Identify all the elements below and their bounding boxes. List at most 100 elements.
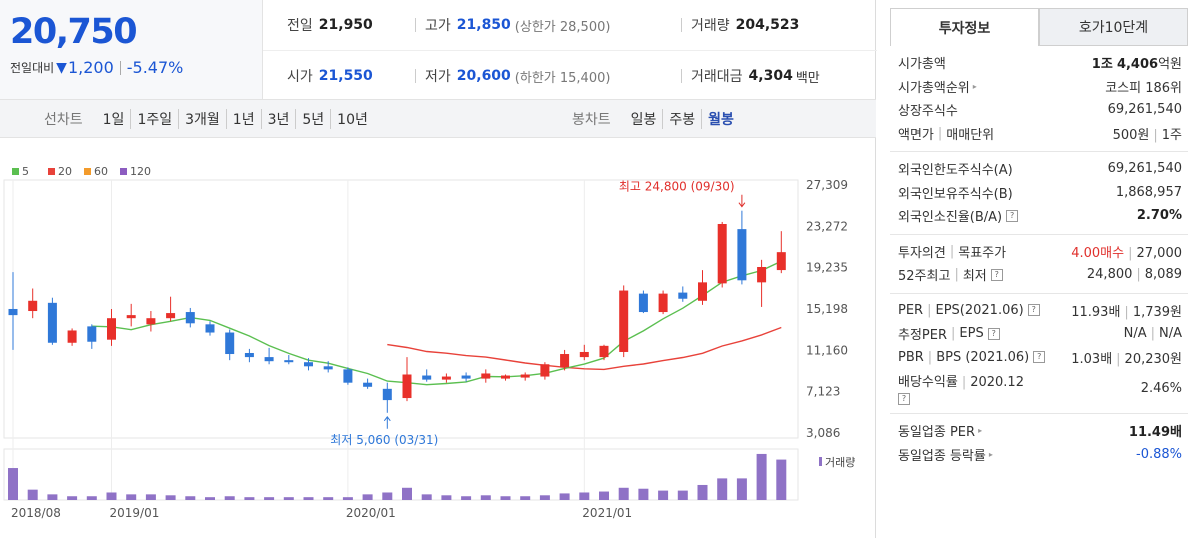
volume-bar (559, 493, 570, 500)
candle-body (441, 376, 451, 380)
legend-swatch (48, 168, 55, 175)
price-summary: 전일 21,950 고가 21,850 (상한가 28,500) 거래량 204,523… (262, 0, 877, 100)
stock-main-panel: 20,750 전일대비 ▼ 1,200 -5.47% 전일 21,950 고가 21… (0, 0, 877, 538)
candle-body (323, 366, 333, 370)
candle-body (304, 362, 313, 367)
y-tick-label: 27,309 (806, 178, 848, 192)
help-icon[interactable]: ? (1027, 304, 1040, 317)
x-tick-label: 2019/01 (110, 506, 160, 520)
down-arrow-icon (738, 194, 746, 208)
divider (681, 18, 682, 32)
y-tick-label: 15,198 (806, 302, 848, 316)
price-box: 20,750 전일대비 ▼ 1,200 -5.47% (0, 0, 262, 100)
current-price: 20,750 (10, 12, 138, 52)
ma20-line (387, 326, 782, 371)
candle-body (717, 223, 727, 284)
tab-monthly[interactable]: 월봉 (701, 109, 740, 129)
low-price: 저가 20,600 (하한가 15,400) (425, 68, 611, 86)
prev-close: 전일 21,950 (287, 17, 373, 34)
volume-bar (185, 496, 196, 500)
candle-chart-tabs: 봉차트 일봉 주봉 월봉 (572, 100, 740, 138)
tab-1w[interactable]: 1주일 (130, 109, 178, 129)
help-icon[interactable]: ? (1033, 351, 1046, 364)
volume-bar (461, 496, 472, 500)
candle-body (225, 332, 235, 355)
legend-swatch (12, 168, 19, 175)
tab-1y[interactable]: 1년 (225, 109, 261, 129)
candle-body (638, 293, 648, 313)
tab-5y[interactable]: 5년 (295, 109, 330, 129)
volume-bar (303, 497, 314, 500)
industry-section: 동일업종 PER ▸ 11.49배 동일업종 등락률 ▸ -0.88% (890, 414, 1188, 472)
volume-bar (47, 494, 58, 500)
chevron-right-icon: ▸ (972, 81, 977, 91)
candle-body (264, 357, 274, 362)
tab-3y[interactable]: 3년 (260, 109, 296, 129)
help-icon[interactable]: ? (898, 393, 910, 405)
legend-label: 5 (22, 165, 29, 178)
ma5-line (91, 260, 782, 386)
legend-label: 60 (94, 165, 108, 178)
candle-body (698, 282, 707, 301)
candle-body (520, 374, 530, 378)
x-tick-label: 2021/01 (582, 506, 632, 520)
candle-body (619, 290, 629, 352)
divider (415, 18, 416, 32)
divider (119, 60, 121, 75)
candle-body (107, 318, 116, 340)
industry-per-link[interactable]: 동일업종 PER ▸ (898, 425, 983, 441)
y-tick-label: 3,086 (806, 426, 840, 440)
volume-bar (283, 497, 294, 500)
tab-1d[interactable]: 1일 (102, 112, 125, 128)
candle-body (757, 266, 767, 283)
legend-label: 20 (58, 165, 72, 178)
candle-body (382, 388, 392, 401)
tab-orderbook[interactable]: 호가10단계 (1039, 8, 1188, 46)
volume-bar (8, 468, 18, 500)
stock-chart: 2018/08 2019/01 2020/01 2021/01 5 20 60 120 27,3… (3, 165, 855, 520)
legend-swatch (120, 168, 127, 175)
volume-bar (323, 497, 334, 500)
candle-body (481, 373, 491, 379)
market-cap-rank-link[interactable]: 시가총액순위 ▸ (898, 80, 977, 96)
candle-body (540, 364, 550, 377)
candle-body (461, 375, 471, 379)
tab-daily[interactable]: 일봉 (630, 112, 657, 128)
chart-period-tabs: 선차트 1일 1주일 3개월 1년 3년 5년 10년 봉차트 일봉 주봉 월봉 (0, 100, 876, 138)
trade-amount: 거래대금 4,304 백만 (691, 68, 820, 86)
candle-body (363, 382, 373, 387)
open-price: 시가 21,550 (287, 68, 373, 85)
volume-bar (658, 490, 669, 500)
x-tick-label: 2020/01 (346, 506, 396, 520)
candle-body (8, 308, 18, 316)
help-icon[interactable]: ? (987, 327, 1000, 340)
opinion-section: 투자의견 | 목표주가 4.00매수 | 27,000 52주최고 | 최저? 24,800 | 8… (890, 235, 1188, 294)
candle-body (28, 300, 38, 312)
candle-body (47, 302, 57, 343)
tab-invest-info[interactable]: 투자정보 (890, 8, 1039, 46)
volume-bar (402, 487, 412, 500)
help-icon[interactable]: ? (990, 268, 1003, 281)
volume-bar (106, 492, 117, 500)
tab-weekly[interactable]: 주봉 (662, 109, 701, 129)
volume-bar (441, 495, 452, 500)
plot-frame (3, 179, 799, 439)
valuation-section: PER | EPS(2021.06)? 11.93배 | 1,739원 추정PER | EPS… (890, 294, 1188, 414)
volume-label: 거래량 (825, 456, 855, 469)
volume-bar (264, 497, 275, 500)
candle-body (776, 252, 786, 271)
help-icon[interactable]: ? (1006, 209, 1019, 222)
volume-bar (165, 495, 176, 500)
candle-body (166, 313, 176, 319)
legend-label: 120 (130, 165, 151, 178)
down-triangle-icon: ▼ (56, 59, 67, 76)
candle-body (678, 292, 688, 299)
foreign-section: 외국인한도주식수(A) 69,261,540 외국인보유주식수(B) 1,868,9… (890, 152, 1188, 235)
industry-rate-link[interactable]: 동일업종 등락률 ▸ (898, 448, 993, 464)
tab-3m[interactable]: 3개월 (178, 109, 226, 129)
volume-bar (539, 495, 550, 500)
market-cap: 1조 4,406억원 (1091, 57, 1182, 73)
candle-body (67, 330, 77, 343)
tab-10y[interactable]: 10년 (330, 109, 374, 129)
investment-info-panel: 투자정보 호가10단계 시가총액 1조 4,406억원 시가총액순위 ▸ 코스피 18… (890, 8, 1188, 472)
